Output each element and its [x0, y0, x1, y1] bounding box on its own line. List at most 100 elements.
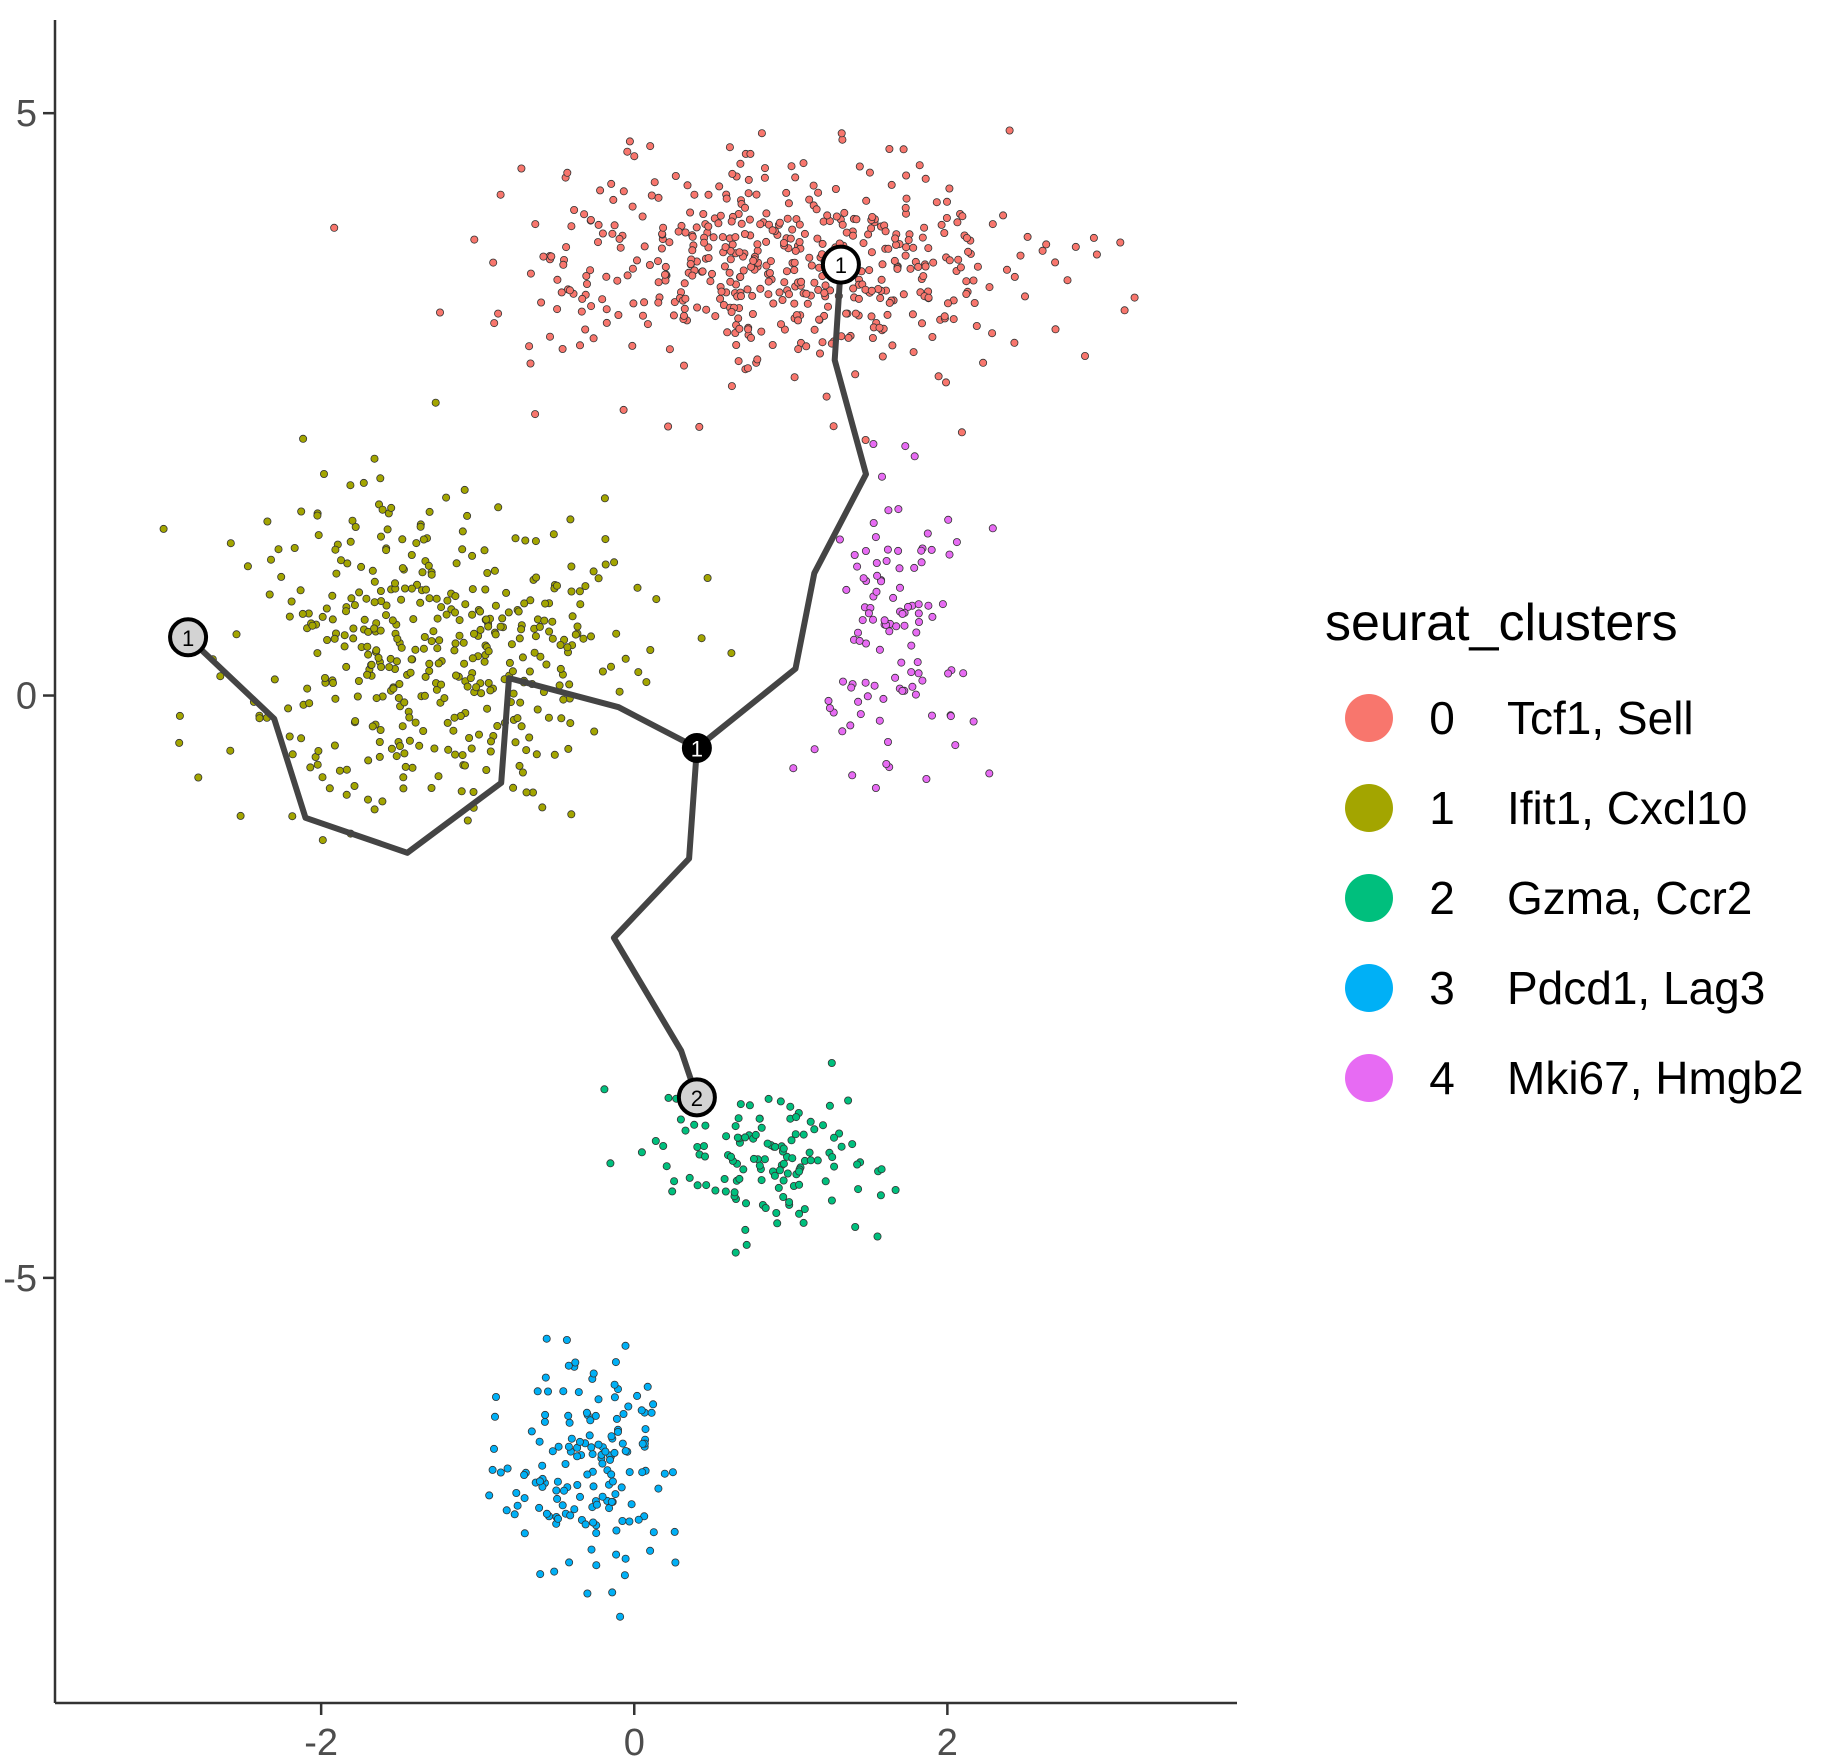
cell-point-cluster-0 [940, 312, 949, 321]
cell-point-cluster-4 [875, 716, 884, 725]
cell-point-cluster-0 [791, 246, 800, 255]
cell-point-cluster-2 [791, 1130, 800, 1139]
cell-point-cluster-0 [725, 143, 734, 152]
cell-point-cluster-4 [897, 658, 906, 667]
cell-point-cluster-1 [474, 730, 483, 739]
cell-point-cluster-0 [932, 198, 941, 207]
cell-point-cluster-0 [1116, 238, 1125, 247]
cell-point-cluster-1 [363, 795, 372, 804]
cell-point-cluster-0 [823, 211, 832, 220]
y-tick-label: 5 [16, 93, 37, 135]
cell-point-cluster-1 [328, 679, 337, 688]
cell-point-cluster-4 [915, 618, 924, 627]
cell-point-cluster-3 [581, 1520, 590, 1529]
cell-point-cluster-1 [533, 615, 542, 624]
cell-point-cluster-1 [697, 634, 706, 643]
cell-point-cluster-1 [504, 608, 513, 617]
cell-point-cluster-1 [556, 664, 565, 673]
cell-point-cluster-4 [855, 636, 864, 645]
cell-point-cluster-0 [958, 212, 967, 221]
cell-point-cluster-1 [406, 668, 415, 677]
cell-point-cluster-0 [929, 258, 938, 267]
cell-point-cluster-0 [639, 311, 648, 320]
cell-point-cluster-0 [628, 202, 637, 211]
cell-point-cluster-1 [466, 674, 475, 683]
cell-point-cluster-1 [376, 726, 385, 735]
cell-point-cluster-4 [864, 609, 873, 618]
cell-point-cluster-0 [756, 220, 765, 229]
cell-point-cluster-1 [159, 524, 168, 533]
cell-point-cluster-0 [1038, 246, 1047, 255]
cell-point-cluster-4 [928, 612, 937, 621]
cell-point-cluster-0 [855, 162, 864, 171]
cell-point-cluster-0 [775, 218, 784, 227]
cell-point-cluster-0 [681, 228, 690, 237]
cell-point-cluster-1 [424, 561, 433, 570]
legend-swatch [1345, 694, 1393, 742]
cell-point-cluster-1 [455, 631, 464, 640]
cell-point-cluster-1 [409, 615, 418, 624]
cell-point-cluster-1 [509, 783, 518, 792]
cell-point-cluster-3 [621, 1341, 630, 1350]
cell-point-cluster-0 [924, 244, 933, 253]
cell-point-cluster-4 [923, 529, 932, 538]
cell-point-cluster-0 [708, 269, 717, 278]
cell-point-cluster-1 [727, 649, 736, 658]
trajectory-node-marker [676, 1077, 717, 1118]
cell-point-cluster-4 [969, 717, 978, 726]
cell-point-cluster-4 [917, 546, 926, 555]
cell-point-cluster-3 [589, 1369, 598, 1378]
cell-point-cluster-0 [937, 220, 946, 229]
cell-point-cluster-1 [476, 625, 485, 634]
cell-point-cluster-2 [876, 1191, 885, 1200]
cell-point-cluster-0 [988, 329, 997, 338]
legend-item-2: 2 Gzma, Ccr2 [1345, 872, 1752, 924]
cell-point-cluster-0 [489, 258, 498, 267]
trajectory-branch-3 [610, 744, 700, 1101]
cell-point-cluster-1 [407, 551, 416, 560]
cell-point-cluster-3 [540, 1417, 549, 1426]
cell-point-cluster-0 [805, 195, 814, 204]
cell-point-cluster-4 [847, 683, 856, 692]
cell-point-cluster-3 [641, 1425, 650, 1434]
cell-point-cluster-1 [425, 594, 434, 603]
cell-point-cluster-0 [921, 174, 930, 183]
cell-point-cluster-3 [575, 1437, 584, 1446]
cell-point-cluster-1 [535, 622, 544, 631]
cell-point-cluster-1 [277, 572, 286, 581]
cell-point-cluster-2 [755, 1114, 764, 1123]
cell-point-cluster-4 [946, 712, 955, 721]
legend-key: 4 [1429, 1052, 1455, 1104]
cell-point-cluster-1 [548, 634, 557, 643]
cell-point-cluster-0 [780, 278, 789, 287]
cell-point-cluster-0 [699, 209, 708, 218]
cell-point-cluster-0 [867, 248, 876, 257]
cell-point-cluster-3 [535, 1503, 544, 1512]
cell-point-cluster-1 [600, 494, 609, 503]
cell-point-cluster-0 [902, 243, 911, 252]
cell-point-cluster-1 [314, 531, 323, 540]
cell-point-cluster-2 [721, 1187, 730, 1196]
cell-point-cluster-1 [392, 752, 401, 761]
cell-point-cluster-1 [509, 689, 518, 698]
cell-point-cluster-0 [748, 291, 757, 300]
cell-point-cluster-0 [709, 233, 718, 242]
cell-point-cluster-1 [486, 747, 495, 756]
cell-point-cluster-0 [765, 220, 774, 229]
cell-point-cluster-3 [488, 1465, 497, 1474]
cell-point-cluster-3 [583, 1589, 592, 1598]
cell-point-cluster-0 [704, 190, 713, 199]
cell-point-cluster-0 [531, 410, 540, 419]
cell-point-cluster-0 [757, 129, 766, 138]
cell-point-cluster-4 [894, 546, 903, 555]
cell-point-cluster-1 [544, 713, 553, 722]
cell-point-cluster-1 [325, 784, 334, 793]
cell-point-cluster-0 [623, 147, 632, 156]
legend-swatch [1345, 874, 1393, 922]
y-tick-label: 0 [16, 676, 37, 718]
cell-point-cluster-0 [702, 305, 711, 314]
cell-point-cluster-3 [553, 1477, 562, 1486]
cell-point-cluster-1 [390, 579, 399, 588]
cell-point-cluster-4 [789, 764, 798, 773]
cell-point-cluster-0 [727, 382, 736, 391]
